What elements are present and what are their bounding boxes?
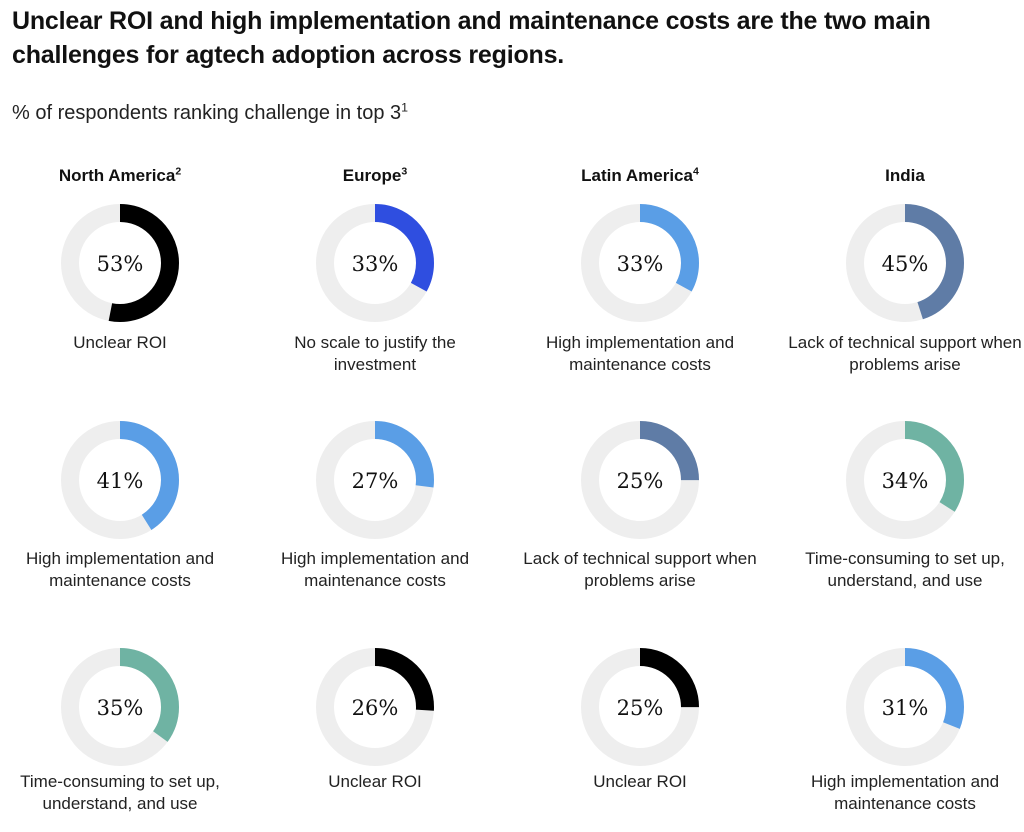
donut-arc xyxy=(846,421,964,539)
donut-svg: 45% xyxy=(846,204,964,322)
donut-arc xyxy=(316,204,434,322)
chart-subtitle: % of respondents ranking challenge in to… xyxy=(12,100,408,126)
donut-value-label: 34% xyxy=(882,469,929,493)
region-name: India xyxy=(885,166,925,185)
donut-value-label: 45% xyxy=(882,252,929,276)
donut-value-label: 25% xyxy=(617,696,664,720)
donut-value-label: 41% xyxy=(97,469,144,493)
region-footnote: 2 xyxy=(175,165,182,178)
donut-value-label: 27% xyxy=(352,469,399,493)
challenge-caption: High implementation and maintenance cost… xyxy=(25,549,215,590)
region-name: Europe xyxy=(342,166,402,185)
donut-arc xyxy=(581,204,699,322)
donut-svg: 33% xyxy=(316,204,434,322)
donut-arc xyxy=(846,204,964,322)
donut-value-label: 33% xyxy=(617,252,664,276)
challenge-caption: Lack of technical support when problems … xyxy=(788,333,1022,374)
donut-value-label: 26% xyxy=(352,696,399,720)
donut-svg: 26% xyxy=(316,648,434,766)
chart-title: Unclear ROI and high implementation and … xyxy=(12,7,931,69)
challenge-caption: Time-consuming to set up, understand, an… xyxy=(20,772,220,813)
donut-chart: 35% xyxy=(0,646,240,768)
region-title: Latin America4 xyxy=(520,165,760,187)
donut-chart: 31% xyxy=(785,646,1024,768)
donut-arc xyxy=(61,648,179,766)
donut-chart: 27% xyxy=(255,419,495,541)
donut-svg: 53% xyxy=(61,204,179,322)
challenge-caption: Lack of technical support when problems … xyxy=(523,549,757,590)
donut-arc xyxy=(581,648,699,766)
challenge-caption: Unclear ROI xyxy=(73,333,167,352)
region-title: Europe3 xyxy=(255,165,495,187)
donut-svg: 35% xyxy=(61,648,179,766)
donut-value-label: 31% xyxy=(882,696,929,720)
donut-svg: 34% xyxy=(846,421,964,539)
donut-value-label: 53% xyxy=(97,252,144,276)
donut-arc xyxy=(846,648,964,766)
region-title: North America2 xyxy=(0,165,240,187)
challenge-caption: Time-consuming to set up, understand, an… xyxy=(805,549,1005,590)
donut-arc xyxy=(581,421,699,539)
chart-subtitle-text: % of respondents ranking challenge in to… xyxy=(12,102,402,124)
donut-chart: 45% xyxy=(785,202,1024,324)
donut-chart: 53% xyxy=(0,202,240,324)
donut-svg: 25% xyxy=(581,648,699,766)
donut-value-label: 33% xyxy=(352,252,399,276)
region-footnote: 4 xyxy=(692,165,699,178)
donut-svg: 41% xyxy=(61,421,179,539)
region-name: North America xyxy=(58,166,176,185)
challenge-caption: High implementation and maintenance cost… xyxy=(545,333,735,374)
donut-svg: 33% xyxy=(581,204,699,322)
region-name: Latin America xyxy=(581,166,693,185)
donut-arc xyxy=(316,648,434,766)
donut-arc xyxy=(316,421,434,539)
donut-chart: 25% xyxy=(520,419,760,541)
donut-chart: 33% xyxy=(255,202,495,324)
donut-chart: 33% xyxy=(520,202,760,324)
region-footnote: 3 xyxy=(401,165,408,178)
challenge-caption: High implementation and maintenance cost… xyxy=(810,772,1000,813)
donut-arc xyxy=(61,421,179,539)
donut-arc xyxy=(61,204,179,322)
donut-svg: 27% xyxy=(316,421,434,539)
donut-svg: 25% xyxy=(581,421,699,539)
challenge-caption: High implementation and maintenance cost… xyxy=(280,549,470,590)
donut-svg: 31% xyxy=(846,648,964,766)
donut-value-label: 25% xyxy=(617,469,664,493)
challenge-caption: Unclear ROI xyxy=(593,772,687,791)
donut-chart: 41% xyxy=(0,419,240,541)
chart-subtitle-footnote: 1 xyxy=(401,100,409,115)
region-title: India xyxy=(785,165,1024,187)
challenge-caption: No scale to justify the investment xyxy=(294,333,456,374)
donut-chart: 25% xyxy=(520,646,760,768)
donut-chart: 34% xyxy=(785,419,1024,541)
challenge-caption: Unclear ROI xyxy=(328,772,422,791)
donut-value-label: 35% xyxy=(97,696,144,720)
donut-chart: 26% xyxy=(255,646,495,768)
